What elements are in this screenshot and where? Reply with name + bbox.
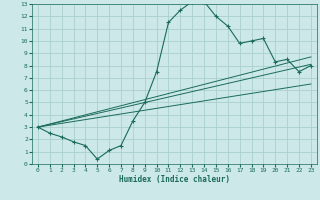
X-axis label: Humidex (Indice chaleur): Humidex (Indice chaleur)	[119, 175, 230, 184]
